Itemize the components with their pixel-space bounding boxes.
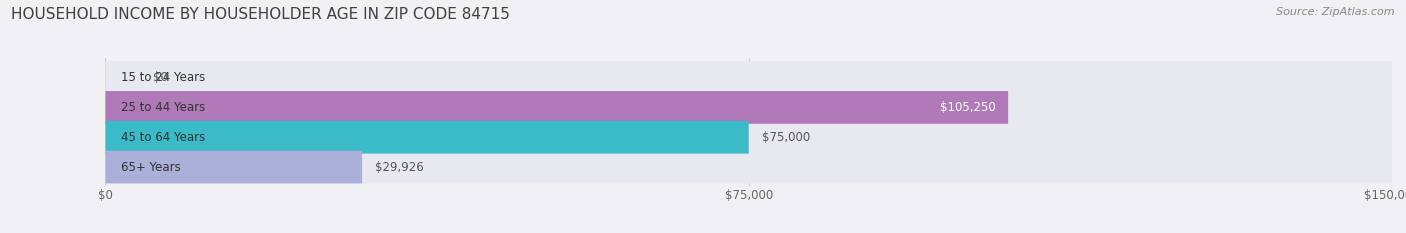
FancyBboxPatch shape [105, 121, 749, 154]
Text: 45 to 64 Years: 45 to 64 Years [121, 131, 205, 144]
FancyBboxPatch shape [105, 91, 1008, 124]
Text: HOUSEHOLD INCOME BY HOUSEHOLDER AGE IN ZIP CODE 84715: HOUSEHOLD INCOME BY HOUSEHOLDER AGE IN Z… [11, 7, 510, 22]
Text: Source: ZipAtlas.com: Source: ZipAtlas.com [1277, 7, 1395, 17]
Text: $105,250: $105,250 [939, 101, 995, 114]
Text: $29,926: $29,926 [375, 161, 423, 174]
Text: 25 to 44 Years: 25 to 44 Years [121, 101, 205, 114]
FancyBboxPatch shape [105, 61, 1392, 94]
Text: $0: $0 [153, 71, 167, 84]
FancyBboxPatch shape [105, 151, 363, 183]
Text: 15 to 24 Years: 15 to 24 Years [121, 71, 205, 84]
FancyBboxPatch shape [105, 151, 1392, 183]
FancyBboxPatch shape [105, 91, 1392, 124]
Text: $75,000: $75,000 [762, 131, 810, 144]
FancyBboxPatch shape [105, 121, 1392, 154]
Text: 65+ Years: 65+ Years [121, 161, 180, 174]
